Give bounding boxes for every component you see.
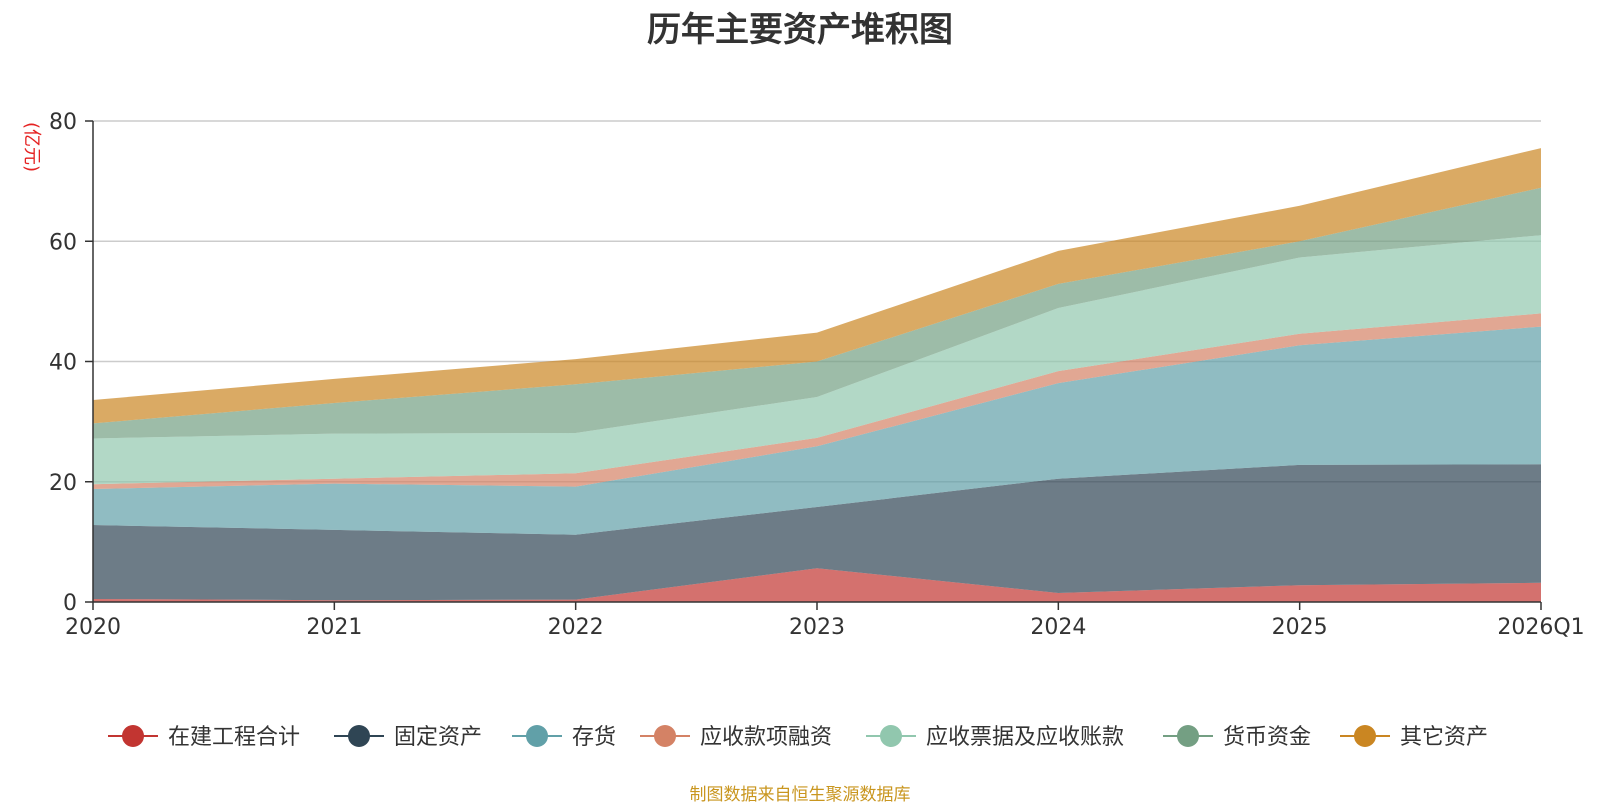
area-series-2[interactable] [93,464,1541,601]
legend-label: 固定资产 [394,725,482,750]
legend-item-7[interactable]: 其它资产 [1340,725,1488,750]
legend-label: 应收款项融资 [700,725,832,750]
legend-item-2[interactable]: 固定资产 [334,725,482,750]
legend-label: 存货 [572,725,616,750]
legend-marker [348,725,370,747]
legend-marker [880,725,902,747]
area-series-7[interactable] [93,148,1541,424]
area-series-4[interactable] [93,313,1541,489]
x-tick-label: 2023 [789,615,845,640]
area-series-6[interactable] [93,187,1541,439]
y-tick-label: 80 [49,110,77,135]
legend-marker [654,725,676,747]
axes: 0 20 40 60 80 2020 2021 2022 2023 2024 2025 2026Q1 (… [21,110,1585,640]
y-tick-label: 60 [49,230,77,255]
x-tick-label: 2022 [548,615,604,640]
legend-marker [122,725,144,747]
chart-title: 历年主要资产堆积图 [647,10,953,50]
y-tick-label: 20 [49,471,77,496]
x-tick-label: 2025 [1272,615,1328,640]
legend-item-6[interactable]: 货币资金 [1163,725,1311,750]
area-series-layer [93,148,1541,602]
x-tick-label: 2020 [65,615,121,640]
legend-item-1[interactable]: 在建工程合计 [108,725,300,750]
legend-label: 其它资产 [1400,725,1488,750]
y-axis-unit-label: (亿元) [21,122,42,172]
x-tick-label: 2021 [306,615,362,640]
legend-item-3[interactable]: 存货 [512,725,616,750]
legend-label: 应收票据及应收账款 [926,725,1124,750]
area-series-3[interactable] [93,326,1541,535]
x-tick-label: 2026Q1 [1497,615,1584,640]
x-tick-label: 2024 [1030,615,1086,640]
y-tick-label: 40 [49,351,77,376]
legend-item-4[interactable]: 应收款项融资 [640,725,832,750]
legend-marker [526,725,548,747]
y-tick-label: 0 [63,591,77,616]
legend-label: 在建工程合计 [168,725,300,750]
area-series-5[interactable] [93,235,1541,485]
area-series-1[interactable] [93,568,1541,602]
legend-label: 货币资金 [1223,725,1311,750]
legend: 在建工程合计 固定资产 存货 应收款项融资 应收票据及应收账款 货币资金 其它资产 [108,725,1488,750]
legend-item-5[interactable]: 应收票据及应收账款 [866,725,1124,750]
legend-marker [1177,725,1199,747]
source-note: 制图数据来自恒生聚源数据库 [689,785,911,805]
legend-marker [1354,725,1376,747]
